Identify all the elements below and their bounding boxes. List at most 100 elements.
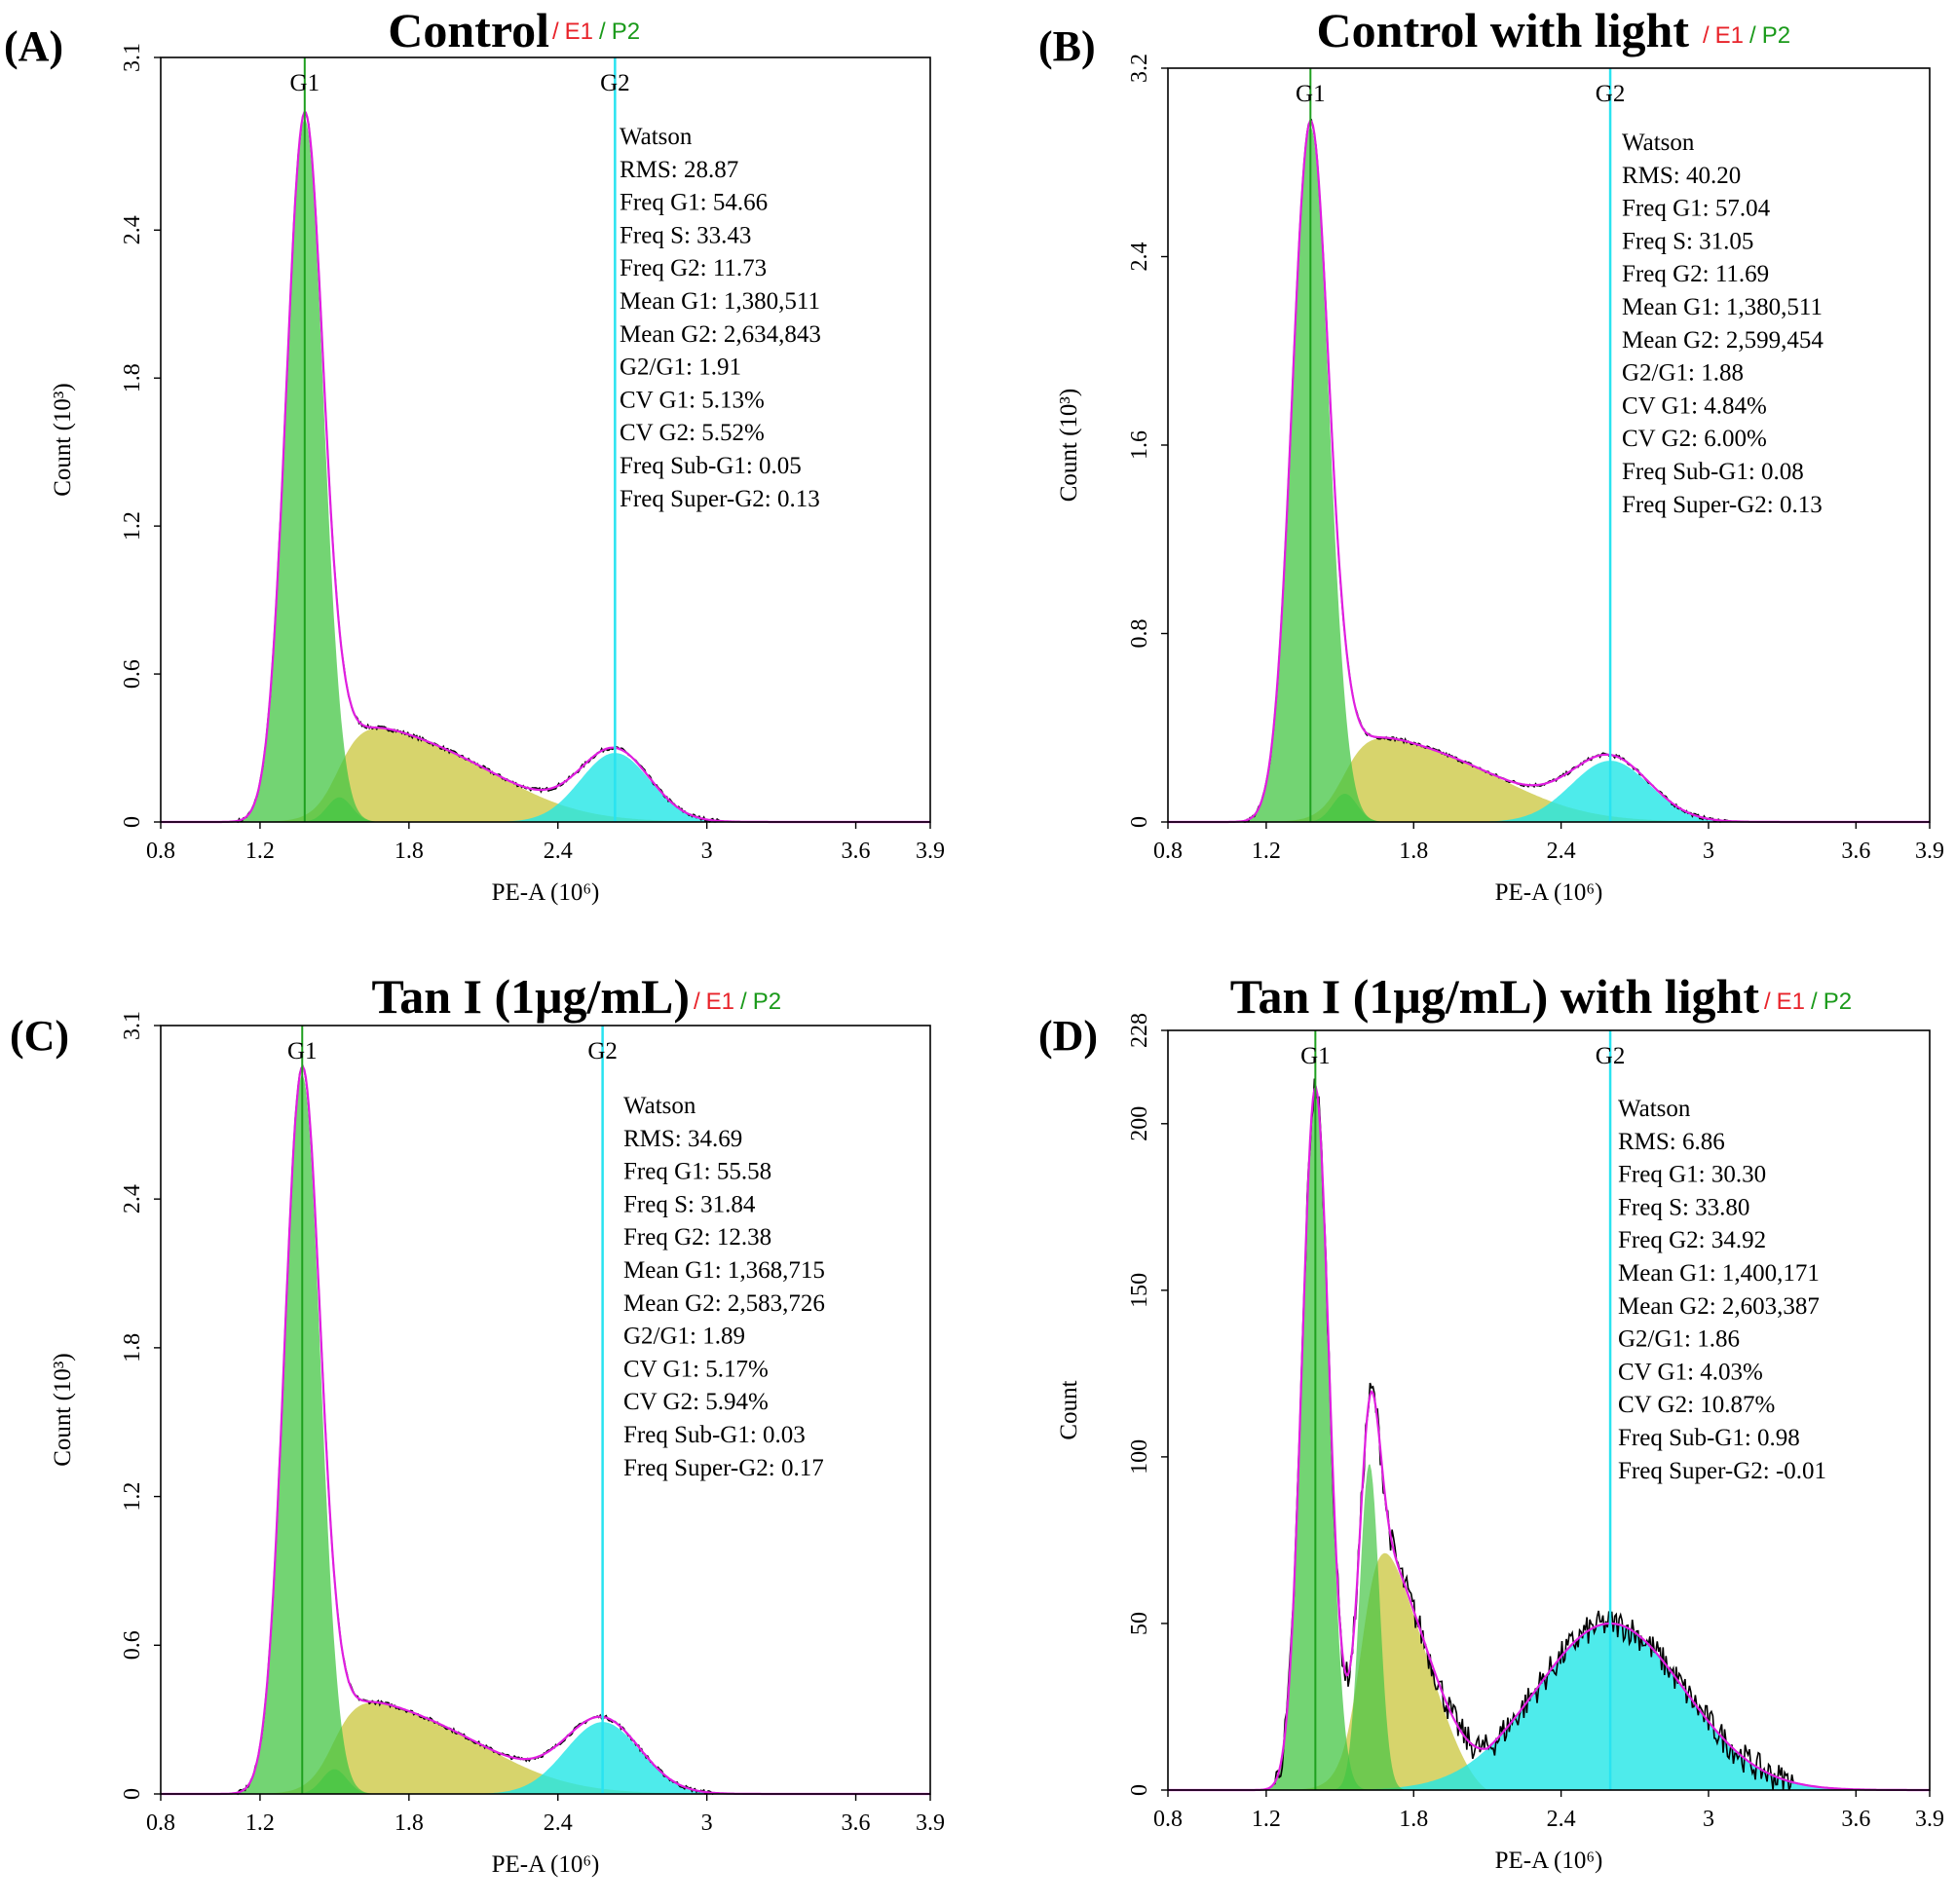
y-tick-label: 1.8 (120, 363, 145, 392)
y-tick-label: 3.1 (120, 1011, 145, 1040)
panel-d: (D) Tan I (1μg/mL) with light / E1/P2 G1 G… (1038, 969, 1944, 1874)
freq-g2-area (1168, 761, 1930, 822)
x-tick-label: 3 (701, 1811, 713, 1836)
stat-line: G2/G1: 1.91 (620, 355, 741, 381)
panel-b-title: Control with light (1317, 3, 1690, 57)
stat-line: Mean G1: 1,368,715 (623, 1257, 825, 1284)
stat-line: CV G1: 4.84% (1622, 392, 1767, 419)
x-tick-label: 3.9 (1915, 839, 1944, 864)
stat-line: Freq G1: 55.58 (623, 1159, 771, 1185)
stat-line: Freq S: 31.05 (1622, 228, 1753, 254)
stat-line: Mean G2: 2,583,726 (623, 1290, 825, 1317)
stat-line: G2/G1: 1.88 (1622, 360, 1744, 387)
freq-g2-area (1168, 1623, 1930, 1790)
g1-label: G1 (287, 1038, 318, 1064)
y-axis-label: Count (1056, 1380, 1082, 1439)
y-tick-label: 200 (1127, 1106, 1152, 1141)
x-tick-label: 3.9 (916, 839, 945, 864)
x-tick-label: 1.8 (395, 839, 424, 864)
g2-label: G2 (1596, 81, 1626, 107)
stat-line: Freq Super-G2: 0.17 (623, 1455, 824, 1481)
stat-line: Mean G1: 1,380,511 (1622, 294, 1823, 320)
freq-g2-area (161, 1722, 930, 1794)
panel-d-plot: G1 G2 0.8 1.2 1.8 2.4 3 3.6 3.9 0 50 100 150 200 228 PE… (1056, 1013, 1944, 1874)
y-axis-label: Count (10³) (50, 1353, 76, 1467)
y-tick-label: 2.4 (120, 215, 145, 244)
stat-line: Watson (1618, 1096, 1691, 1122)
stat-line: Freq S: 33.43 (620, 222, 751, 248)
plot-frame (1167, 1029, 1931, 1791)
y-axis-label: Count (10³) (50, 383, 76, 497)
x-tick-label: 1.2 (1252, 1807, 1281, 1832)
x-tick-label: 3.9 (1915, 1807, 1944, 1832)
stat-line: Freq G2: 11.69 (1622, 261, 1769, 287)
x-tick-label: 3 (1703, 839, 1714, 864)
y-tick-label: 0 (120, 816, 145, 828)
stat-line: Mean G2: 2,599,454 (1622, 327, 1823, 354)
plot-frame (160, 56, 931, 823)
stat-line: Freq G1: 57.04 (1622, 196, 1771, 222)
panel-d-title: Tan I (1μg/mL) with light (1230, 969, 1760, 1024)
stat-line: Watson (1622, 130, 1695, 156)
stat-line: CV G2: 6.00% (1622, 426, 1767, 452)
stat-line: Freq Sub-G1: 0.03 (623, 1422, 806, 1448)
stat-line: Freq Super-G2: -0.01 (1618, 1458, 1826, 1484)
secondary-peak-area (1168, 1464, 1930, 1790)
panel-c-plot: G1 G2 0.8 1.2 1.8 2.4 3 3.6 3.9 0 0.6 1.2 1.8 2.4 3.1 P… (50, 1011, 945, 1878)
stat-line: Freq Super-G2: 0.13 (620, 486, 820, 512)
x-tick-label: 1.8 (1399, 1807, 1428, 1832)
panel-a-label: (A) (4, 22, 63, 70)
x-tick-label: 1.8 (395, 1811, 424, 1836)
x-tick-label: 3.9 (916, 1811, 945, 1836)
y-tick-label: 228 (1127, 1013, 1152, 1048)
stat-line: Watson (623, 1093, 696, 1119)
g1-label: G1 (1296, 81, 1326, 107)
panel-a-gate-labels: / E1/P2 (552, 19, 640, 45)
y-tick-label: 1.2 (120, 511, 145, 541)
stat-line: CV G1: 5.17% (623, 1356, 769, 1382)
freq-g1-area (1168, 1091, 1930, 1790)
freq-g1-area (161, 119, 930, 822)
panel-a: (A) Control / E1/P2 G1 G2 0.8 1.2 1.8 2.4 3 3.6 3… (4, 3, 945, 906)
panel-c-title: Tan I (1μg/mL) (371, 969, 690, 1024)
x-tick-label: 2.4 (544, 839, 573, 864)
x-tick-label: 1.2 (245, 1811, 275, 1836)
stat-line: Freq G1: 54.66 (620, 190, 768, 216)
x-tick-label: 3 (1703, 1807, 1714, 1832)
y-tick-label: 3.1 (120, 43, 145, 72)
x-tick-label: 0.8 (1153, 839, 1183, 864)
panel-c-gate-labels: / E1/P2 (694, 989, 781, 1015)
y-tick-label: 1.8 (120, 1333, 145, 1363)
model-fit-line (1168, 1085, 1930, 1792)
stat-line: CV G1: 5.13% (620, 387, 765, 413)
x-tick-label: 2.4 (544, 1811, 573, 1836)
y-tick-label: 3.2 (1127, 54, 1152, 83)
y-axis-label: Count (10³) (1056, 389, 1082, 503)
stat-line: Mean G1: 1,400,171 (1618, 1260, 1820, 1287)
panel-c-label: (C) (10, 1012, 69, 1060)
x-tick-label: 1.2 (1252, 839, 1281, 864)
y-tick-label: 0 (120, 1788, 145, 1800)
x-tick-label: 0.8 (146, 839, 175, 864)
stat-line: CV G2: 10.87% (1618, 1392, 1775, 1418)
y-tick-label: 0 (1127, 816, 1152, 828)
stat-line: Freq S: 33.80 (1618, 1194, 1749, 1220)
y-tick-label: 2.4 (1127, 243, 1152, 272)
stat-line: Mean G1: 1,380,511 (620, 288, 820, 315)
g2-label: G2 (600, 70, 630, 96)
x-tick-label: 3.6 (842, 839, 871, 864)
x-tick-label: 2.4 (1547, 839, 1576, 864)
x-axis-label: PE-A (10⁶) (492, 879, 600, 906)
x-tick-label: 1.8 (1399, 839, 1428, 864)
x-tick-label: 3.6 (842, 1811, 871, 1836)
stat-line: Freq G2: 34.92 (1618, 1227, 1766, 1253)
y-tick-label: 0.6 (120, 659, 145, 689)
freq-s-area (161, 1702, 930, 1794)
x-tick-label: 3.6 (1841, 839, 1870, 864)
stat-line: Freq Sub-G1: 0.98 (1618, 1425, 1800, 1451)
y-tick-label: 150 (1127, 1273, 1152, 1308)
x-tick-label: 0.8 (1153, 1807, 1183, 1832)
panel-b-plot: G1 G20.8 1.2 1.8 2.4 3 3.6 3.900.81.62.43.2PE-A… (1056, 54, 1944, 906)
y-tick-label: 0.8 (1127, 619, 1152, 649)
